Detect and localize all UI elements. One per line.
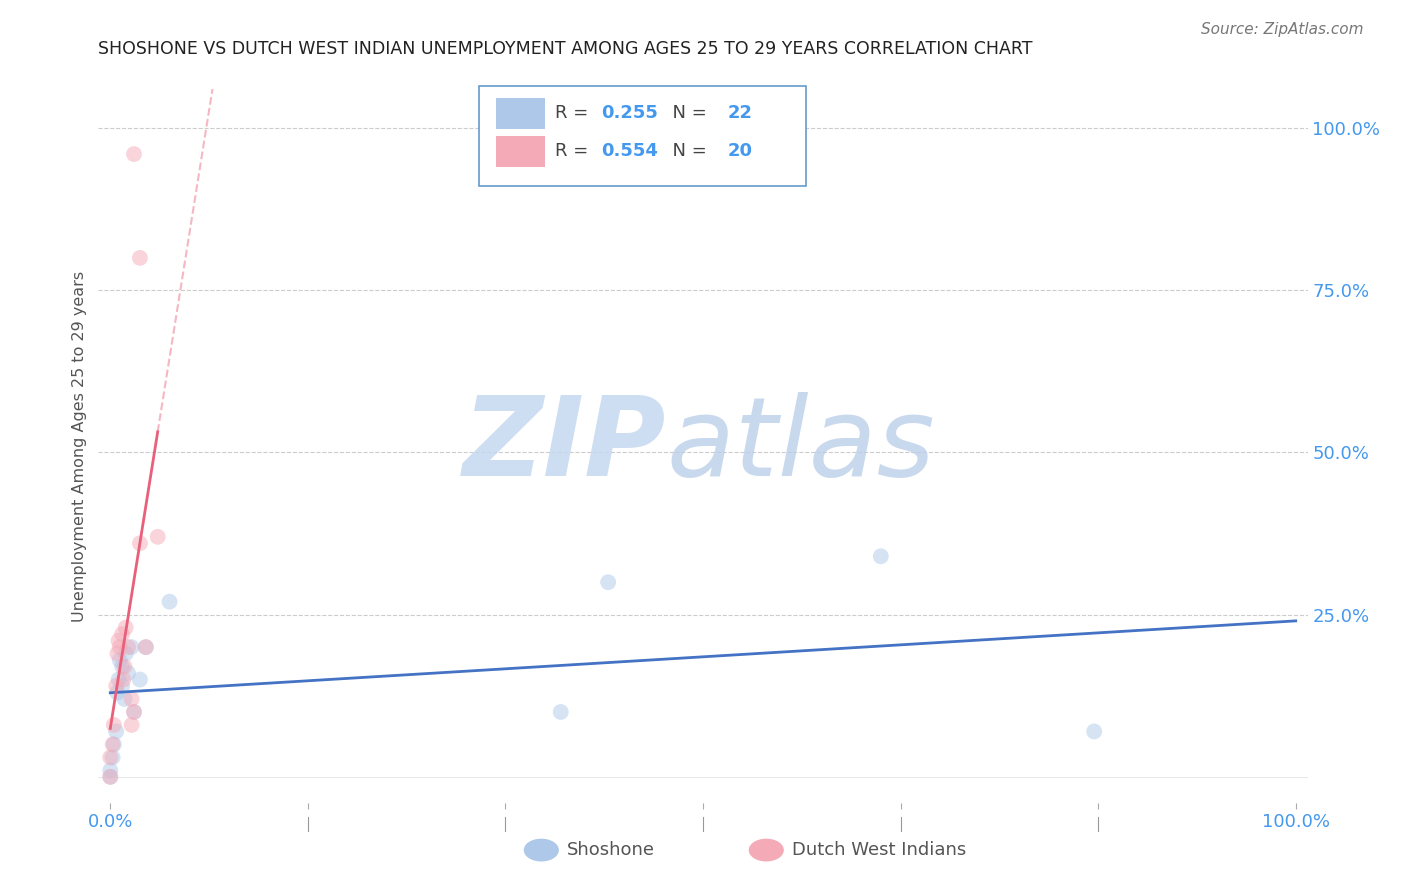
Point [121, 718, 143, 732]
Text: 0.255: 0.255 [602, 104, 658, 122]
Point [129, 673, 152, 687]
Point [135, 640, 157, 654]
Point [98, 750, 121, 764]
Point [105, 685, 128, 699]
Point [114, 621, 136, 635]
Point [105, 647, 128, 661]
Point [98, 764, 121, 778]
Text: atlas: atlas [666, 392, 935, 500]
Point [101, 750, 124, 764]
Point [111, 627, 134, 641]
Point [129, 536, 152, 550]
Point [111, 659, 134, 673]
Text: 0.554: 0.554 [602, 143, 658, 161]
Point [117, 666, 139, 681]
Point [98, 770, 121, 784]
Point [101, 738, 124, 752]
FancyBboxPatch shape [496, 98, 544, 129]
Point [550, 705, 572, 719]
Point [129, 251, 152, 265]
Text: R =: R = [555, 104, 595, 122]
Text: Shoshone: Shoshone [567, 841, 655, 859]
Point [869, 549, 891, 564]
Point [121, 640, 143, 654]
Circle shape [749, 839, 783, 861]
Text: R =: R = [555, 143, 595, 161]
Point [114, 692, 136, 706]
Point [107, 673, 129, 687]
FancyBboxPatch shape [496, 136, 544, 167]
Point [108, 640, 131, 654]
Text: 22: 22 [727, 104, 752, 122]
Point [103, 718, 125, 732]
Point [112, 673, 135, 687]
Text: N =: N = [661, 143, 713, 161]
FancyBboxPatch shape [479, 86, 806, 186]
Point [114, 659, 136, 673]
Point [111, 679, 134, 693]
Text: Source: ZipAtlas.com: Source: ZipAtlas.com [1201, 22, 1364, 37]
Point [598, 575, 620, 590]
Point [1083, 724, 1105, 739]
Text: Dutch West Indians: Dutch West Indians [792, 841, 966, 859]
Point [146, 530, 169, 544]
Point [98, 770, 121, 784]
Point [122, 705, 145, 719]
Point [107, 633, 129, 648]
Point [105, 679, 128, 693]
Circle shape [524, 839, 558, 861]
Text: 20: 20 [727, 143, 752, 161]
Y-axis label: Unemployment Among Ages 25 to 29 years: Unemployment Among Ages 25 to 29 years [72, 270, 87, 622]
Point [122, 147, 145, 161]
Point [117, 640, 139, 654]
Point [114, 647, 136, 661]
Text: N =: N = [661, 104, 713, 122]
Text: ZIP: ZIP [463, 392, 666, 500]
Point [122, 705, 145, 719]
Text: SHOSHONE VS DUTCH WEST INDIAN UNEMPLOYMENT AMONG AGES 25 TO 29 YEARS CORRELATION: SHOSHONE VS DUTCH WEST INDIAN UNEMPLOYME… [98, 40, 1033, 58]
Point [103, 738, 125, 752]
Point [159, 595, 181, 609]
Point [135, 640, 157, 654]
Point [108, 653, 131, 667]
Point [121, 692, 143, 706]
Point [105, 724, 128, 739]
